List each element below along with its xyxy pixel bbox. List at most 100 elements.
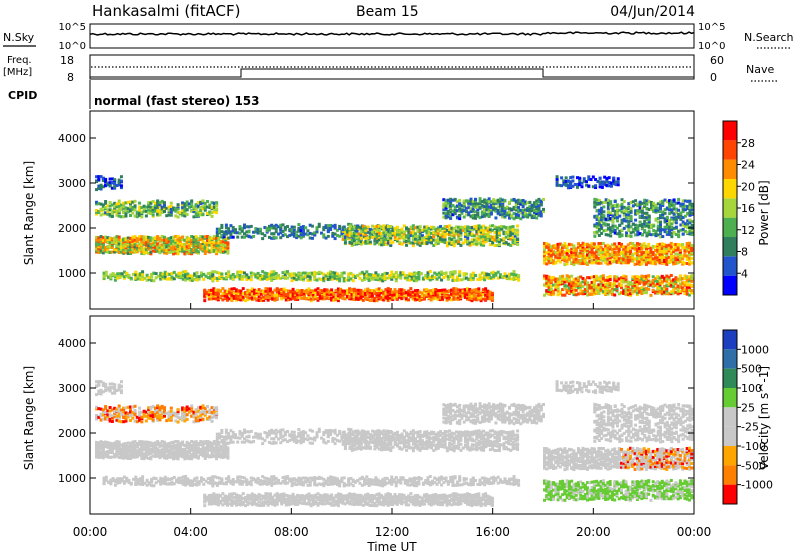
power-cell (647, 243, 650, 246)
power-cell (430, 241, 433, 244)
power-cell (419, 225, 422, 228)
power-cell (516, 229, 519, 232)
power-cell (334, 237, 337, 240)
power-cell (184, 270, 187, 273)
nave-label: Nave (746, 63, 774, 76)
power-cell (343, 271, 346, 274)
power-cell (465, 273, 468, 276)
power-cell (566, 262, 569, 265)
power-cell (104, 200, 107, 203)
power-cell (109, 184, 112, 187)
power-cell (190, 199, 193, 202)
power-cell (277, 274, 280, 277)
power-cell (140, 215, 143, 218)
power-cell (609, 275, 612, 278)
power-cell (111, 215, 114, 218)
power-cell (679, 249, 682, 252)
power-cell (466, 237, 469, 240)
power-cell (512, 225, 515, 228)
power-cell (202, 278, 205, 281)
power-cell (215, 207, 218, 210)
power-cell (390, 271, 393, 274)
power-cell (263, 234, 266, 237)
power-cell (120, 175, 123, 178)
power-cell (226, 250, 229, 253)
power-cell (602, 205, 605, 208)
power-cell (649, 294, 652, 297)
power-cell (417, 275, 420, 278)
nave-tick-low: 0 (710, 71, 717, 84)
nsearch-tick-low: 10^0 (698, 41, 725, 52)
cpid-mode-text: normal (fast stereo) 153 (94, 94, 260, 108)
power-cell (647, 288, 650, 291)
power-cell (609, 234, 612, 237)
power-cell (216, 234, 219, 237)
power-cell (561, 275, 564, 278)
power-cell (458, 270, 461, 273)
power-cell (195, 272, 198, 275)
power-cell (396, 226, 399, 229)
power-cell (105, 271, 108, 274)
nsky-series-line (90, 32, 694, 35)
power-cell (620, 284, 623, 287)
power-cell (275, 236, 278, 239)
power-cell (365, 270, 368, 273)
power-cell (360, 237, 363, 240)
power-cell (395, 271, 398, 274)
power-cell (528, 201, 531, 204)
power-cell (338, 279, 341, 282)
power-cell (250, 278, 253, 281)
power-cell (420, 272, 423, 275)
power-cell (572, 245, 575, 248)
power-cell (120, 180, 123, 183)
nsearch-label: N.Search (744, 31, 794, 44)
power-cell (474, 274, 477, 277)
power-cell (444, 235, 447, 238)
power-cell (537, 208, 540, 211)
power-cell (542, 208, 545, 211)
power-cell (399, 277, 402, 280)
power-cell (629, 250, 632, 253)
power-cell (395, 279, 398, 282)
power-cell (593, 235, 596, 238)
power-cell (127, 274, 130, 277)
power-cell (690, 284, 693, 287)
power-cell (498, 232, 501, 235)
power-cell (173, 271, 176, 274)
power-cell (584, 279, 587, 282)
freq-tick-high: 18 (60, 54, 74, 67)
power-cell (593, 206, 596, 209)
power-cell (407, 239, 410, 242)
power-cell (517, 278, 520, 281)
power-cell (513, 270, 516, 273)
power-cell (150, 276, 153, 279)
power-data-layer (95, 175, 694, 302)
power-cell (369, 241, 372, 244)
noise-panel-frame (90, 24, 694, 48)
power-cell (120, 184, 123, 187)
power-cell (286, 225, 289, 228)
power-cell (402, 271, 405, 274)
power-cell (690, 277, 693, 280)
nsky-tick-high: 10^5 (59, 22, 86, 33)
power-cell (458, 199, 461, 202)
power-cell (134, 205, 137, 208)
power-cell (613, 294, 616, 297)
power-cell (248, 230, 251, 233)
power-cell (690, 257, 693, 260)
power-cell (494, 216, 497, 219)
power-cell (145, 214, 148, 217)
power-cell (215, 201, 218, 204)
power-cell (311, 225, 314, 228)
power-cell (391, 241, 394, 244)
power-cell (152, 279, 155, 282)
power-cell (220, 272, 223, 275)
power-cell (163, 201, 166, 204)
power-cell (334, 224, 337, 227)
power-cell (516, 243, 519, 246)
power-cell (602, 274, 605, 277)
power-cell (232, 236, 235, 239)
power-cell (407, 298, 410, 301)
